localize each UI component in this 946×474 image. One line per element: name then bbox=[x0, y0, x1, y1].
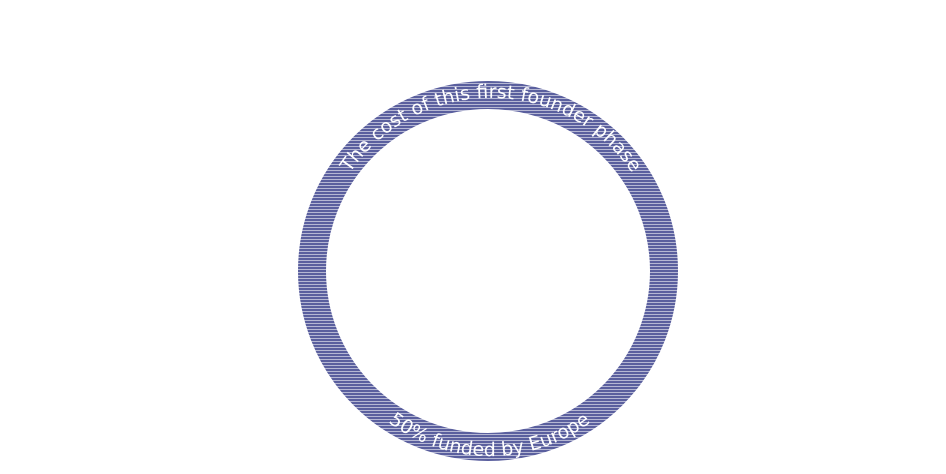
ring-top-text: The cost of this first founder phase bbox=[335, 81, 646, 177]
striped-ring bbox=[298, 81, 678, 461]
ring-top-text-path: The cost of this first founder phase bbox=[335, 81, 646, 177]
